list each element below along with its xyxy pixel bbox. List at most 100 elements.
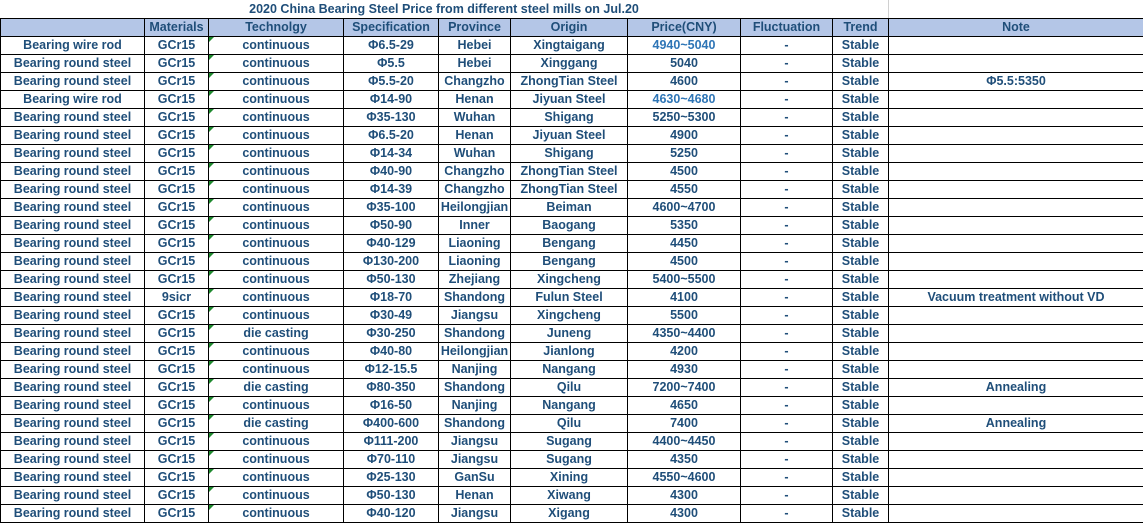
cell-fluctuation[interactable]: - xyxy=(740,90,833,109)
cell-trend[interactable]: Stable xyxy=(832,72,889,91)
cell-specification[interactable]: Φ130-200 xyxy=(343,252,439,271)
cell-note[interactable]: Annealing xyxy=(888,414,1143,433)
cell-trend[interactable]: Stable xyxy=(832,414,889,433)
cell-specification[interactable]: Φ5.5 xyxy=(343,54,439,73)
cell-specification[interactable]: Φ80-350 xyxy=(343,378,439,397)
cell-technology[interactable]: die casting xyxy=(208,324,344,343)
cell-price[interactable]: 4500 xyxy=(627,252,741,271)
cell-origin[interactable]: Qilu xyxy=(510,378,628,397)
cell-origin[interactable]: Fulun Steel xyxy=(510,288,628,307)
cell-province[interactable]: Changzho xyxy=(438,72,511,91)
cell-trend[interactable]: Stable xyxy=(832,378,889,397)
cell-trend[interactable]: Stable xyxy=(832,252,889,271)
cell-materials[interactable]: GCr15 xyxy=(144,180,209,199)
cell-origin[interactable]: Xinggang xyxy=(510,54,628,73)
cell-price[interactable]: 7200~7400 xyxy=(627,378,741,397)
cell-origin[interactable]: Xigang xyxy=(510,504,628,523)
cell-price[interactable]: 4350~4400 xyxy=(627,324,741,343)
cell-technology[interactable]: continuous xyxy=(208,360,344,379)
cell-fluctuation[interactable]: - xyxy=(740,270,833,289)
cell-note[interactable] xyxy=(888,36,1143,55)
cell-note[interactable] xyxy=(888,360,1143,379)
cell-province[interactable]: Shandong xyxy=(438,288,511,307)
cell-specification[interactable]: Φ50-90 xyxy=(343,216,439,235)
cell-product[interactable]: Bearing round steel xyxy=(0,72,145,91)
cell-price[interactable]: 4940~5040 xyxy=(627,36,741,55)
cell-origin[interactable]: Nangang xyxy=(510,396,628,415)
cell-price[interactable]: 4300 xyxy=(627,486,741,505)
cell-materials[interactable]: GCr15 xyxy=(144,306,209,325)
sheet-title[interactable]: 2020 China Bearing Steel Price from diff… xyxy=(249,2,639,16)
cell-materials[interactable]: GCr15 xyxy=(144,252,209,271)
cell-trend[interactable]: Stable xyxy=(832,126,889,145)
cell-technology[interactable]: continuous xyxy=(208,270,344,289)
cell-technology[interactable]: continuous xyxy=(208,288,344,307)
cell-materials[interactable]: GCr15 xyxy=(144,234,209,253)
cell-materials[interactable]: GCr15 xyxy=(144,216,209,235)
cell-fluctuation[interactable]: - xyxy=(740,54,833,73)
cell-origin[interactable]: Bengang xyxy=(510,252,628,271)
cell-price[interactable]: 4600 xyxy=(627,72,741,91)
cell-product[interactable]: Bearing round steel xyxy=(0,306,145,325)
cell-fluctuation[interactable]: - xyxy=(740,216,833,235)
cell-materials[interactable]: GCr15 xyxy=(144,324,209,343)
header-materials[interactable]: Materials xyxy=(144,18,209,37)
cell-price[interactable]: 5500 xyxy=(627,306,741,325)
cell-product[interactable]: Bearing round steel xyxy=(0,450,145,469)
cell-fluctuation[interactable]: - xyxy=(740,468,833,487)
cell-price[interactable]: 4630~4680 xyxy=(627,90,741,109)
cell-note[interactable] xyxy=(888,324,1143,343)
cell-trend[interactable]: Stable xyxy=(832,396,889,415)
cell-province[interactable]: Shandong xyxy=(438,324,511,343)
cell-trend[interactable]: Stable xyxy=(832,504,889,523)
cell-product[interactable]: Bearing round steel xyxy=(0,288,145,307)
cell-note[interactable] xyxy=(888,234,1143,253)
cell-specification[interactable]: Φ30-250 xyxy=(343,324,439,343)
cell-province[interactable]: Heilongjian xyxy=(438,198,511,217)
cell-fluctuation[interactable]: - xyxy=(740,162,833,181)
cell-technology[interactable]: continuous xyxy=(208,504,344,523)
cell-technology[interactable]: continuous xyxy=(208,162,344,181)
cell-trend[interactable]: Stable xyxy=(832,342,889,361)
cell-origin[interactable]: Sugang xyxy=(510,432,628,451)
cell-materials[interactable]: GCr15 xyxy=(144,162,209,181)
cell-specification[interactable]: Φ40-129 xyxy=(343,234,439,253)
header-price[interactable]: Price(CNY) xyxy=(627,18,741,37)
cell-province[interactable]: Heilongjian xyxy=(438,342,511,361)
cell-note[interactable] xyxy=(888,504,1143,523)
cell-origin[interactable]: ZhongTian Steel xyxy=(510,162,628,181)
cell-materials[interactable]: GCr15 xyxy=(144,360,209,379)
header-specification[interactable]: Specification xyxy=(343,18,439,37)
cell-origin[interactable]: Qilu xyxy=(510,414,628,433)
cell-province[interactable]: Zhejiang xyxy=(438,270,511,289)
header-technology[interactable]: Technolgy xyxy=(208,18,344,37)
cell-trend[interactable]: Stable xyxy=(832,468,889,487)
cell-note[interactable]: Vacuum treatment without VD xyxy=(888,288,1143,307)
cell-note[interactable] xyxy=(888,216,1143,235)
cell-product[interactable]: Bearing round steel xyxy=(0,252,145,271)
cell-fluctuation[interactable]: - xyxy=(740,486,833,505)
cell-specification[interactable]: Φ111-200 xyxy=(343,432,439,451)
cell-specification[interactable]: Φ40-80 xyxy=(343,342,439,361)
cell-price[interactable]: 5250~5300 xyxy=(627,108,741,127)
cell-trend[interactable]: Stable xyxy=(832,486,889,505)
cell-technology[interactable]: continuous xyxy=(208,252,344,271)
cell-price[interactable]: 4200 xyxy=(627,342,741,361)
cell-fluctuation[interactable]: - xyxy=(740,306,833,325)
cell-fluctuation[interactable]: - xyxy=(740,198,833,217)
cell-fluctuation[interactable]: - xyxy=(740,414,833,433)
cell-materials[interactable]: GCr15 xyxy=(144,126,209,145)
cell-origin[interactable]: Sugang xyxy=(510,450,628,469)
cell-price[interactable]: 5350 xyxy=(627,216,741,235)
cell-materials[interactable]: GCr15 xyxy=(144,72,209,91)
cell-specification[interactable]: Φ400-600 xyxy=(343,414,439,433)
header-note[interactable]: Note xyxy=(888,18,1143,37)
cell-note[interactable] xyxy=(888,270,1143,289)
cell-price[interactable]: 7400 xyxy=(627,414,741,433)
cell-materials[interactable]: GCr15 xyxy=(144,486,209,505)
cell-origin[interactable]: ZhongTian Steel xyxy=(510,180,628,199)
cell-technology[interactable]: die casting xyxy=(208,378,344,397)
cell-price[interactable]: 4650 xyxy=(627,396,741,415)
cell-price[interactable]: 4550 xyxy=(627,180,741,199)
cell-specification[interactable]: Φ14-34 xyxy=(343,144,439,163)
